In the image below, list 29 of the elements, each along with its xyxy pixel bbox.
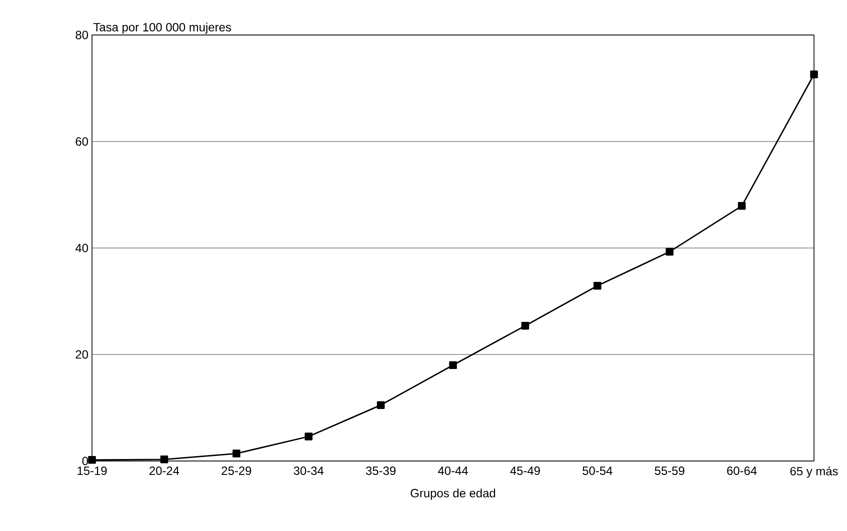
point	[232, 450, 240, 458]
y-tick-label: 20	[76, 350, 88, 359]
point	[810, 70, 818, 78]
point	[376, 401, 385, 409]
x-tick-label: 20-24	[150, 466, 180, 475]
x-axis-title: Grupos de edad	[410, 488, 496, 500]
x-tick-label: 65 y más	[790, 466, 838, 478]
x-tick-label: 25-29	[222, 466, 252, 475]
point	[521, 322, 530, 330]
y-axis-title: Tasa por 100 000 mujeres	[93, 22, 231, 34]
x-tick-label: 45-49	[510, 466, 540, 475]
point	[160, 456, 168, 464]
y-tick-label: 80	[76, 30, 88, 40]
point	[738, 202, 746, 210]
x-tick-label: 30-34	[294, 466, 324, 475]
point	[594, 282, 602, 290]
x-tick-label: 15-19	[78, 466, 107, 475]
y-tick-label: 40	[75, 244, 88, 252]
y-tick-label: 0	[82, 456, 88, 466]
point	[88, 456, 96, 464]
point	[304, 432, 312, 440]
x-tick-label: 35-39	[366, 466, 396, 475]
point	[666, 248, 674, 256]
x-tick-label: 50-54	[582, 466, 612, 475]
y-tick-label: 60	[76, 137, 88, 146]
x-tick-label: 60-64	[727, 466, 757, 475]
x-tick-label: 40-44	[438, 466, 468, 475]
point	[449, 361, 457, 370]
x-tick-label: 55-59	[654, 466, 684, 475]
